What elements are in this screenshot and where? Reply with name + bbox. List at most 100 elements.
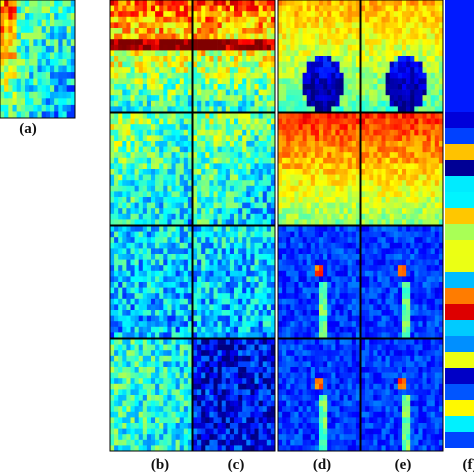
heatmap-cell: [294, 304, 299, 311]
heatmap-cell: [229, 22, 235, 29]
heatmap-cell: [294, 78, 299, 85]
heatmap-cell: [335, 33, 340, 40]
heatmap-cell: [373, 287, 378, 294]
heatmap-cell: [302, 124, 307, 131]
heatmap-cell: [381, 226, 386, 232]
heatmap-cell: [217, 293, 222, 300]
heatmap-cell: [187, 28, 193, 34]
heatmap-cell: [361, 78, 366, 85]
heatmap-cell: [175, 157, 180, 164]
heatmap-cell: [229, 282, 235, 288]
heatmap-cell: [155, 44, 160, 51]
heatmap-cell: [33, 72, 38, 79]
heatmap-cell: [171, 84, 176, 90]
heatmap-cell: [118, 11, 123, 18]
heatmap-cell: [327, 174, 332, 181]
heatmap-cell: [163, 180, 168, 187]
heatmap-cell: [183, 259, 189, 266]
heatmap-cell: [319, 124, 324, 131]
heatmap-cell: [171, 118, 176, 125]
heatmap-cell: [262, 28, 268, 34]
heatmap-cell: [331, 226, 336, 232]
heatmap-cell: [213, 118, 218, 125]
heatmap-cell: [0, 39, 5, 47]
heatmap-cell: [323, 118, 328, 125]
heatmap-cell: [339, 135, 344, 142]
heatmap-cell: [221, 237, 227, 244]
heatmap-cell: [270, 16, 276, 23]
heatmap-cell: [175, 22, 180, 29]
heatmap-cell: [323, 84, 328, 90]
heatmap-cell: [114, 11, 119, 18]
heatmap-cell: [54, 111, 59, 119]
heatmap-cell: [155, 248, 160, 255]
heatmap-cell: [355, 72, 361, 79]
heatmap-cell: [314, 219, 320, 226]
heatmap-cell: [217, 22, 222, 29]
heatmap-cell: [225, 237, 231, 244]
heatmap-cell: [193, 219, 198, 226]
heatmap-cell: [62, 85, 67, 93]
heatmap-cell: [29, 98, 34, 106]
heatmap-cell: [351, 276, 357, 283]
heatmap-cell: [205, 293, 210, 300]
heatmap-cell: [339, 72, 344, 79]
heatmap-cell: [126, 135, 131, 142]
heatmap-cell: [250, 254, 255, 260]
heatmap-cell: [306, 304, 312, 311]
heatmap-cell: [385, 276, 390, 283]
heatmap-cell: [187, 118, 193, 125]
heatmap-cell: [193, 174, 198, 181]
heatmap-cell: [122, 332, 127, 339]
heatmap-cell: [126, 265, 131, 272]
heatmap-cell: [234, 95, 239, 102]
heatmap-cell: [179, 129, 185, 136]
heatmap-cell: [193, 89, 198, 96]
heatmap-cell: [389, 231, 395, 238]
heatmap-cell: [163, 118, 168, 125]
heatmap-cell: [434, 106, 440, 113]
heatmap-cell: [434, 191, 440, 198]
heatmap-cell: [118, 78, 123, 85]
heatmap-cell: [205, 282, 210, 288]
heatmap-cell: [229, 254, 235, 260]
heatmap-cell: [331, 152, 336, 159]
heatmap-cell: [250, 332, 255, 339]
heatmap-cell: [234, 310, 239, 316]
heatmap-cell: [221, 84, 227, 90]
heatmap-cell: [369, 141, 374, 147]
heatmap-cell: [351, 321, 357, 328]
heatmap-cell: [8, 0, 13, 7]
heatmap-cell: [62, 6, 67, 14]
heatmap-cell: [234, 315, 239, 322]
heatmap-cell: [130, 157, 135, 164]
heatmap-cell: [278, 44, 283, 51]
heatmap-cell: [171, 254, 176, 260]
heatmap-cell: [302, 270, 307, 277]
heatmap-cell: [327, 152, 332, 159]
heatmap-cell: [389, 237, 395, 244]
heatmap-cell: [286, 248, 291, 255]
heatmap-cell: [197, 39, 202, 46]
heatmap-cell: [151, 39, 156, 46]
heatmap-cell: [171, 163, 176, 170]
heatmap-cell: [258, 5, 263, 12]
heatmap-cell: [286, 89, 291, 96]
heatmap-cell: [213, 72, 218, 79]
heatmap-cell: [238, 213, 243, 220]
heatmap-cell: [314, 185, 320, 192]
heatmap-cell: [373, 180, 378, 187]
heatmap-cell: [418, 282, 423, 288]
heatmap-cell: [290, 287, 295, 294]
heatmap-cell: [175, 219, 180, 226]
heatmap-cell: [130, 106, 135, 113]
heatmap-cell: [351, 56, 357, 62]
heatmap-cell: [347, 213, 353, 220]
heatmap-cell: [229, 95, 235, 102]
heatmap-cell: [62, 39, 67, 47]
heatmap-cell: [302, 141, 307, 147]
heatmap-cell: [438, 39, 444, 46]
heatmap-cell: [339, 237, 344, 244]
heatmap-cell: [114, 89, 119, 96]
heatmap-cell: [347, 332, 353, 339]
